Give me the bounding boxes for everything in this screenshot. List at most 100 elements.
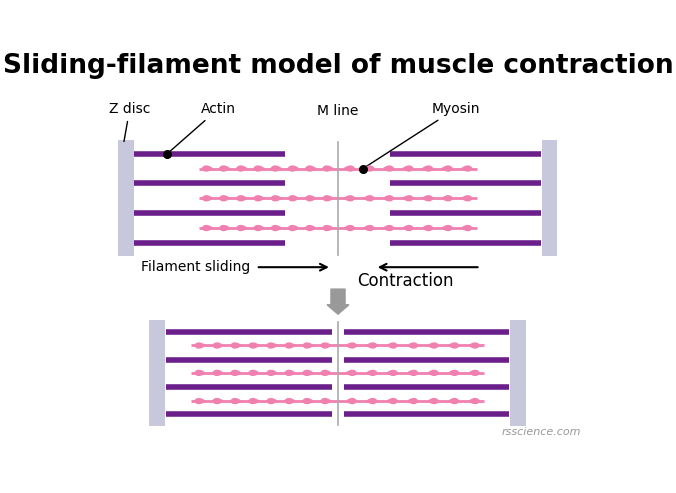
Polygon shape	[267, 399, 277, 404]
Polygon shape	[403, 196, 413, 201]
Polygon shape	[442, 226, 452, 231]
Polygon shape	[364, 196, 374, 201]
Polygon shape	[220, 226, 230, 231]
Polygon shape	[285, 399, 295, 404]
Polygon shape	[249, 399, 259, 404]
Polygon shape	[321, 343, 331, 348]
Polygon shape	[321, 399, 331, 404]
Polygon shape	[306, 166, 316, 171]
Polygon shape	[285, 370, 295, 375]
Polygon shape	[237, 226, 247, 231]
Polygon shape	[322, 196, 333, 201]
Polygon shape	[254, 226, 264, 231]
Text: Actin: Actin	[170, 102, 236, 152]
Polygon shape	[422, 226, 433, 231]
Polygon shape	[449, 370, 459, 375]
Polygon shape	[344, 226, 354, 231]
Polygon shape	[428, 399, 438, 404]
Polygon shape	[202, 196, 212, 201]
Polygon shape	[462, 196, 472, 201]
Polygon shape	[213, 343, 223, 348]
Bar	[118, 141, 134, 256]
Polygon shape	[408, 399, 418, 404]
Text: rsscience.com: rsscience.com	[501, 427, 581, 437]
Polygon shape	[303, 370, 313, 375]
Polygon shape	[231, 370, 241, 375]
Polygon shape	[254, 166, 264, 171]
Polygon shape	[383, 196, 393, 201]
Polygon shape	[321, 370, 331, 375]
Polygon shape	[403, 226, 413, 231]
Polygon shape	[367, 370, 377, 375]
Polygon shape	[346, 399, 356, 404]
Polygon shape	[462, 226, 472, 231]
Polygon shape	[306, 196, 316, 201]
Polygon shape	[285, 343, 295, 348]
Polygon shape	[442, 196, 452, 201]
Polygon shape	[237, 196, 247, 201]
Polygon shape	[271, 166, 281, 171]
Text: Myosin: Myosin	[366, 102, 480, 167]
Polygon shape	[403, 166, 413, 171]
Polygon shape	[220, 196, 230, 201]
Polygon shape	[322, 166, 333, 171]
Polygon shape	[344, 196, 354, 201]
Polygon shape	[231, 343, 241, 348]
Polygon shape	[322, 226, 333, 231]
Polygon shape	[202, 226, 212, 231]
Bar	[541, 141, 557, 256]
Polygon shape	[271, 196, 281, 201]
Bar	[149, 320, 165, 426]
Polygon shape	[195, 399, 205, 404]
Text: Contraction: Contraction	[357, 272, 454, 290]
Polygon shape	[213, 370, 223, 375]
Polygon shape	[387, 343, 397, 348]
Polygon shape	[469, 399, 479, 404]
Polygon shape	[303, 343, 313, 348]
Polygon shape	[202, 166, 212, 171]
Polygon shape	[303, 399, 313, 404]
Polygon shape	[469, 370, 479, 375]
Polygon shape	[449, 399, 459, 404]
Polygon shape	[449, 343, 459, 348]
Polygon shape	[231, 399, 241, 404]
Polygon shape	[344, 166, 354, 171]
FancyArrow shape	[327, 289, 349, 314]
Polygon shape	[364, 166, 374, 171]
Polygon shape	[367, 399, 377, 404]
Polygon shape	[195, 370, 205, 375]
Polygon shape	[306, 226, 316, 231]
Polygon shape	[288, 196, 299, 201]
Polygon shape	[408, 343, 418, 348]
Text: M line: M line	[317, 104, 359, 118]
Text: Sliding-filament model of muscle contraction: Sliding-filament model of muscle contrac…	[3, 53, 673, 79]
Polygon shape	[387, 399, 397, 404]
Polygon shape	[462, 166, 472, 171]
Polygon shape	[364, 226, 374, 231]
Polygon shape	[422, 196, 433, 201]
Polygon shape	[220, 166, 230, 171]
Polygon shape	[428, 370, 438, 375]
Polygon shape	[249, 370, 259, 375]
Polygon shape	[387, 370, 397, 375]
Text: Z disc: Z disc	[109, 102, 151, 141]
Polygon shape	[249, 343, 259, 348]
Polygon shape	[267, 343, 277, 348]
Polygon shape	[383, 226, 393, 231]
Polygon shape	[254, 196, 264, 201]
Text: Filament sliding: Filament sliding	[141, 260, 250, 274]
Polygon shape	[383, 166, 393, 171]
Polygon shape	[422, 166, 433, 171]
Polygon shape	[213, 399, 223, 404]
Polygon shape	[367, 343, 377, 348]
Polygon shape	[346, 370, 356, 375]
Polygon shape	[288, 226, 299, 231]
Polygon shape	[442, 166, 452, 171]
Polygon shape	[271, 226, 281, 231]
Polygon shape	[469, 343, 479, 348]
Polygon shape	[408, 370, 418, 375]
Bar	[510, 320, 526, 426]
Polygon shape	[346, 343, 356, 348]
Polygon shape	[237, 166, 247, 171]
Polygon shape	[288, 166, 299, 171]
